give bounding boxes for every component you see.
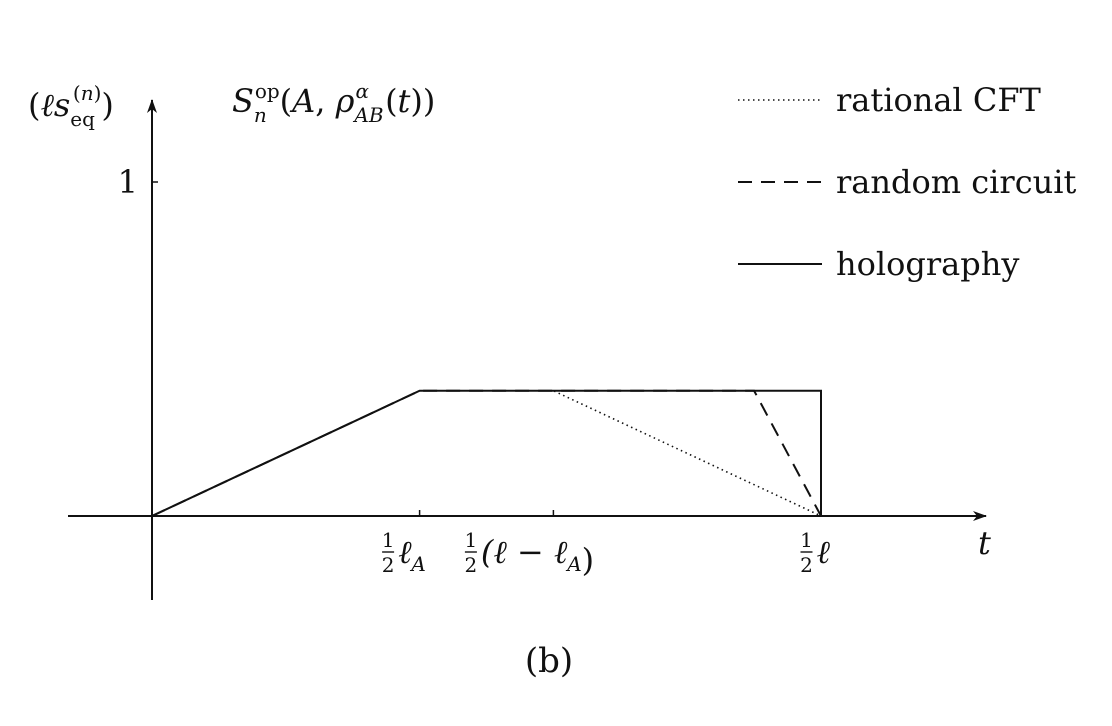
legend-label: random circuit	[836, 163, 1076, 201]
series-line-random-circuit	[151, 389, 822, 517]
svg-text:1: 1	[800, 528, 813, 552]
svg-text:ℓA: ℓA	[398, 533, 426, 576]
svg-text:2: 2	[800, 553, 813, 577]
svg-text:2: 2	[465, 553, 478, 577]
legend-label: holography	[836, 245, 1019, 283]
y-axis-label: (ℓseq(n))	[28, 81, 114, 131]
x-tick-label: 12 (ℓ − ℓA)	[465, 528, 595, 579]
svg-text:(ℓ − ℓA): (ℓ − ℓA)	[481, 533, 594, 579]
chart-title: Snop(A, ρABα (t))	[232, 79, 435, 127]
svg-text:ℓ: ℓ	[817, 533, 831, 571]
series-line-rational-cft	[151, 389, 822, 517]
x-tick-label: 12 ℓA	[382, 528, 426, 577]
svg-text:2: 2	[382, 553, 395, 577]
panel-label: (b)	[525, 641, 573, 681]
x-tick-label: 12 ℓ	[800, 528, 830, 577]
svg-text:1: 1	[465, 528, 478, 552]
y-tick-label: 1	[118, 163, 138, 201]
x-axis-label: t	[978, 524, 991, 562]
legend-label: rational CFT	[836, 81, 1042, 119]
series-line-holography	[151, 389, 822, 517]
svg-text:1: 1	[382, 528, 395, 552]
